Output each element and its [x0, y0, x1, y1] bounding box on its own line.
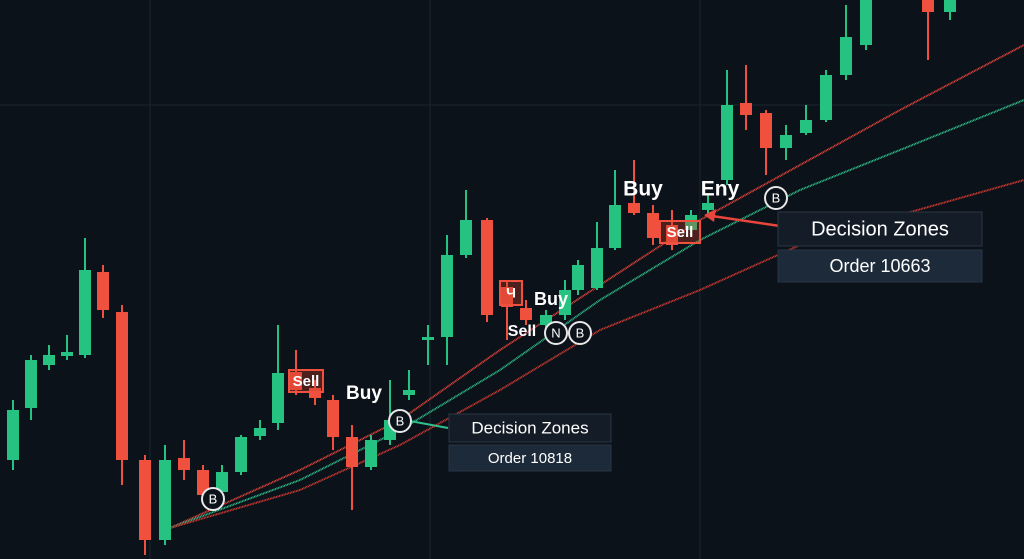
candle-body	[628, 203, 640, 213]
signal-label: Sell	[293, 373, 320, 390]
signal-label: Ч	[506, 285, 516, 301]
candle-body	[43, 355, 55, 365]
signal-badge	[764, 186, 788, 210]
candle-body	[365, 440, 377, 467]
candle-body	[922, 0, 934, 12]
signal-label: Buy	[623, 178, 663, 201]
candle-body	[609, 205, 621, 248]
candle-body	[540, 315, 552, 325]
signal-badge-label: B	[576, 325, 585, 340]
arrow-head	[704, 209, 716, 222]
candle-body	[840, 37, 852, 75]
candle-body	[481, 220, 493, 315]
candle-body	[520, 308, 532, 320]
candle-body	[116, 312, 128, 460]
signal-badge-label: B	[209, 491, 218, 506]
candle-body	[572, 265, 584, 290]
signal-badge	[388, 409, 412, 433]
candle-body	[197, 470, 209, 495]
signal-badge-label: B	[396, 413, 405, 428]
signal-badge	[568, 321, 592, 345]
candle-body	[685, 215, 697, 230]
candle-body	[800, 120, 812, 133]
candle-body	[25, 360, 37, 408]
candle-body	[647, 213, 659, 238]
signal-badge	[201, 487, 225, 511]
signal-label: Eny	[701, 178, 740, 201]
info-panel	[777, 211, 983, 247]
candle-body	[501, 287, 513, 307]
info-panel-label: Decision Zones	[471, 418, 588, 437]
candle-body	[159, 460, 171, 540]
signal-label: Sell	[667, 224, 694, 241]
info-panel-label: Decision Zones	[811, 218, 949, 240]
candle-body	[61, 352, 73, 356]
candle-body	[178, 458, 190, 470]
candle-body	[591, 248, 603, 288]
candle-body	[272, 373, 284, 423]
candle-body	[740, 103, 752, 115]
connector	[409, 420, 449, 429]
candle-body	[216, 472, 228, 492]
signal-label: Sell	[508, 323, 536, 340]
candle-body	[702, 203, 714, 210]
signal-box	[499, 280, 523, 306]
arrow-line	[711, 214, 781, 228]
signal-badge-label: N	[551, 325, 560, 340]
candle-body	[79, 270, 91, 355]
moving-average-line	[169, 99, 1024, 529]
signal-label: Buy	[346, 383, 382, 404]
candle-body	[235, 437, 247, 472]
candle-body	[780, 135, 792, 148]
candle-body	[422, 337, 434, 340]
candle-body	[460, 220, 472, 255]
signal-badge	[544, 321, 568, 345]
signal-box	[288, 369, 324, 393]
moving-average-line	[169, 179, 1024, 529]
candle-body	[820, 75, 832, 120]
candle-body	[139, 460, 151, 540]
candle-body	[760, 113, 772, 148]
info-panel-label: Order 10663	[829, 256, 930, 276]
info-panel	[448, 444, 612, 472]
candle-body	[441, 255, 453, 337]
candle-body	[254, 428, 266, 436]
signal-label: Buy	[534, 289, 568, 309]
candle-body	[666, 225, 678, 245]
signal-badge-label: B	[772, 190, 781, 205]
info-panel	[448, 413, 612, 443]
moving-average-line	[169, 44, 1024, 529]
signal-box	[659, 220, 701, 244]
candle-body	[860, 0, 872, 45]
candle-body	[7, 410, 19, 460]
info-panel	[777, 249, 983, 283]
candle-body	[327, 400, 339, 437]
candle-body	[944, 0, 956, 12]
candle-body	[721, 105, 733, 180]
candle-body	[290, 372, 302, 390]
candle-body	[346, 437, 358, 467]
candle-body	[559, 290, 571, 315]
candle-body	[403, 390, 415, 395]
info-panel-label: Order 10818	[488, 450, 572, 467]
candle-body	[97, 272, 109, 310]
